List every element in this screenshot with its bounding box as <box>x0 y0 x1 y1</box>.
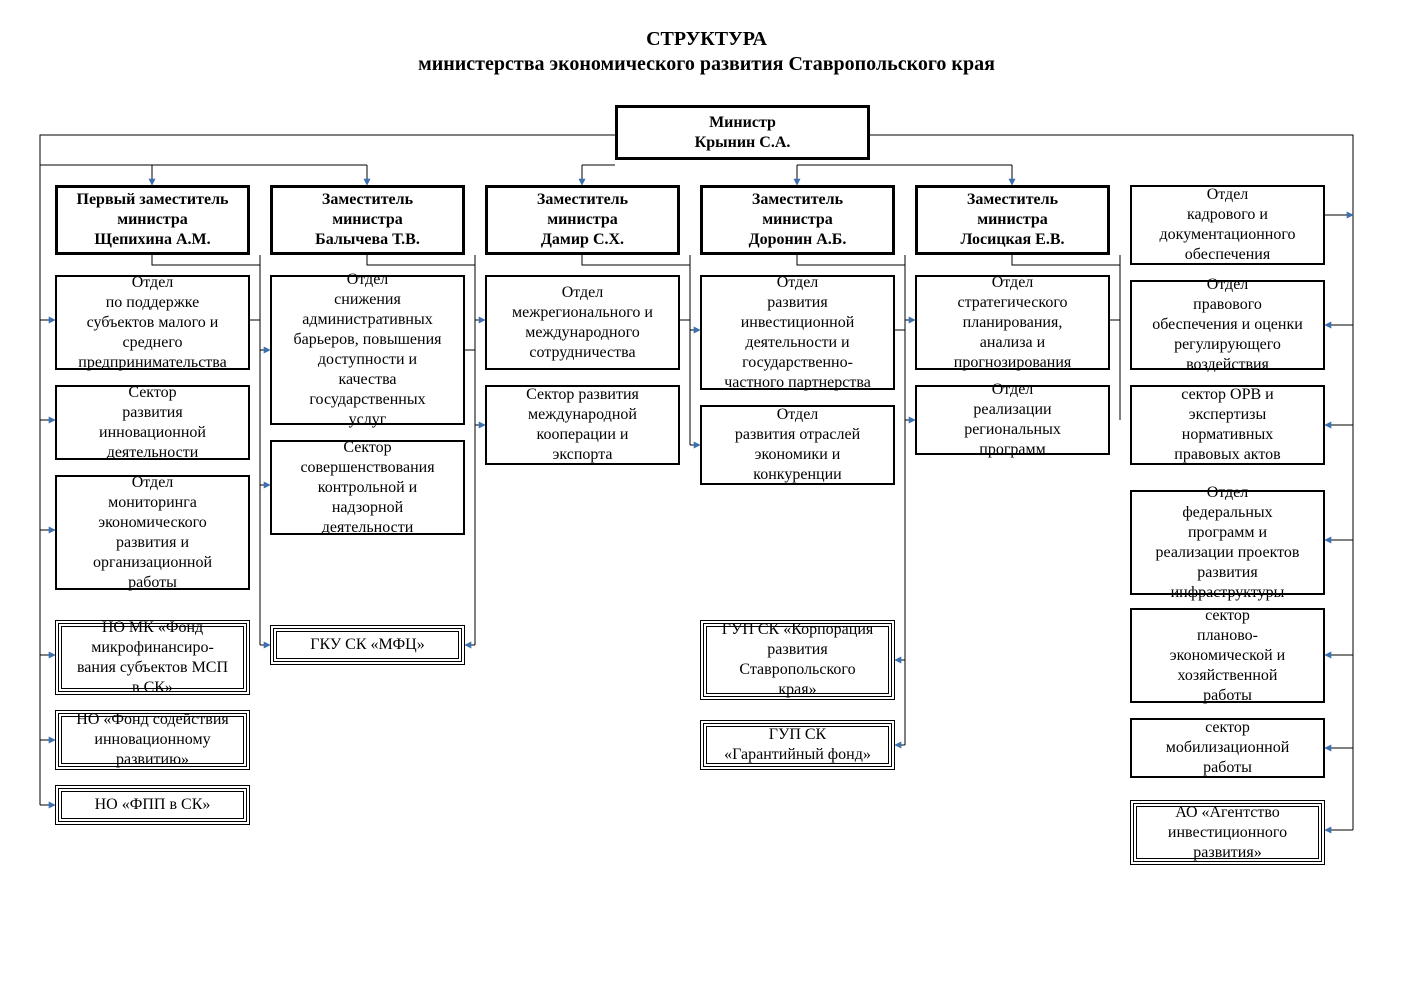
org-node-c1b: Секторразвитияинновационнойдеятельности <box>55 385 250 460</box>
org-node-dep5: ЗаместительминистраЛосицкая Е.В. <box>915 185 1110 255</box>
org-node-c2b: Секторсовершенствованияконтрольной инадз… <box>270 440 465 535</box>
org-node-c6c: сектор ОРВ иэкспертизынормативныхправовы… <box>1130 385 1325 465</box>
org-node-c4a: Отделразвитияинвестиционнойдеятельности … <box>700 275 895 390</box>
org-node-c4d: ГУП СК«Гарантийный фонд» <box>700 720 895 770</box>
org-node-c6b: Отделправовогообеспечения и оценкирегули… <box>1130 280 1325 370</box>
org-node-c1d: НО МК «Фондмикрофинансиро-вания субъекто… <box>55 620 250 695</box>
title-line-1: СТРУКТУРА <box>0 28 1413 51</box>
org-node-c6g: АО «Агентствоинвестиционногоразвития» <box>1130 800 1325 865</box>
org-node-c6a: Отделкадрового идокументационногообеспеч… <box>1130 185 1325 265</box>
org-node-c4b: Отделразвития отраслейэкономики иконкуре… <box>700 405 895 485</box>
org-node-c1f: НО «ФПП в СК» <box>55 785 250 825</box>
org-node-c6e: секторпланово-экономической ихозяйственн… <box>1130 608 1325 703</box>
org-node-c6f: сектормобилизационнойработы <box>1130 718 1325 778</box>
org-chart-canvas: СТРУКТУРА министерства экономического ра… <box>0 0 1413 995</box>
org-node-c3b: Сектор развитиямеждународнойкооперации и… <box>485 385 680 465</box>
org-node-dep2: ЗаместительминистраБалычева Т.В. <box>270 185 465 255</box>
org-node-dep4: ЗаместительминистраДоронин А.Б. <box>700 185 895 255</box>
org-node-c1a: Отделпо поддержкесубъектов малого исредн… <box>55 275 250 370</box>
org-node-dep1: Первый заместительминистраЩепихина А.М. <box>55 185 250 255</box>
org-node-c5a: Отделстратегическогопланирования,анализа… <box>915 275 1110 370</box>
org-node-c6d: Отделфедеральныхпрограмм иреализации про… <box>1130 490 1325 595</box>
org-node-c2a: Отделсниженияадминистративныхбарьеров, п… <box>270 275 465 425</box>
org-node-c2c: ГКУ СК «МФЦ» <box>270 625 465 665</box>
org-node-c5b: Отделреализациирегиональныхпрограмм <box>915 385 1110 455</box>
org-node-c1c: Отделмониторингаэкономическогоразвития и… <box>55 475 250 590</box>
org-node-c1e: НО «Фонд содействияинновационномуразвити… <box>55 710 250 770</box>
title-line-2: министерства экономического развития Ста… <box>0 53 1413 76</box>
org-node-c4c: ГУП СК «КорпорацияразвитияСтавропольског… <box>700 620 895 700</box>
chart-title: СТРУКТУРА министерства экономического ра… <box>0 0 1413 76</box>
org-node-minister: МинистрКрынин С.А. <box>615 105 870 160</box>
org-node-c3a: Отделмежрегионального имеждународногосот… <box>485 275 680 370</box>
org-node-dep3: ЗаместительминистраДамир С.Х. <box>485 185 680 255</box>
